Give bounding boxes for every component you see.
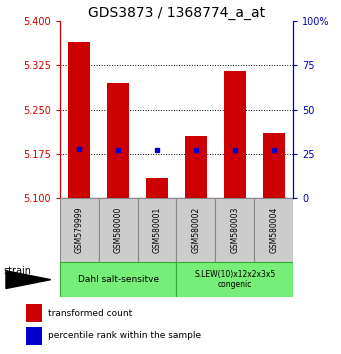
Text: S.LEW(10)x12x2x3x5
congenic: S.LEW(10)x12x2x3x5 congenic [194, 270, 276, 289]
Bar [107, 83, 129, 198]
FancyBboxPatch shape [60, 198, 99, 262]
Text: transformed count: transformed count [48, 309, 132, 318]
Text: GSM580000: GSM580000 [114, 207, 122, 253]
FancyBboxPatch shape [177, 262, 293, 297]
Bar [185, 136, 207, 198]
FancyBboxPatch shape [137, 198, 177, 262]
FancyBboxPatch shape [254, 198, 293, 262]
Text: percentile rank within the sample: percentile rank within the sample [48, 331, 201, 340]
Text: GSM580002: GSM580002 [191, 207, 201, 253]
Bar [26, 327, 42, 345]
FancyBboxPatch shape [177, 198, 216, 262]
Text: GSM580001: GSM580001 [152, 207, 162, 253]
Bar [224, 72, 246, 198]
Bar [69, 42, 90, 198]
Text: strain: strain [3, 266, 31, 276]
Bar [146, 178, 168, 198]
Text: Dahl salt-sensitve: Dahl salt-sensitve [77, 275, 159, 284]
FancyBboxPatch shape [216, 198, 254, 262]
Text: GSM580003: GSM580003 [231, 207, 239, 253]
Title: GDS3873 / 1368774_a_at: GDS3873 / 1368774_a_at [88, 6, 265, 20]
Bar [26, 304, 42, 322]
Text: GSM579999: GSM579999 [75, 207, 84, 253]
Polygon shape [6, 271, 51, 289]
Text: GSM580004: GSM580004 [269, 207, 278, 253]
FancyBboxPatch shape [60, 262, 177, 297]
FancyBboxPatch shape [99, 198, 137, 262]
Bar [263, 133, 284, 198]
